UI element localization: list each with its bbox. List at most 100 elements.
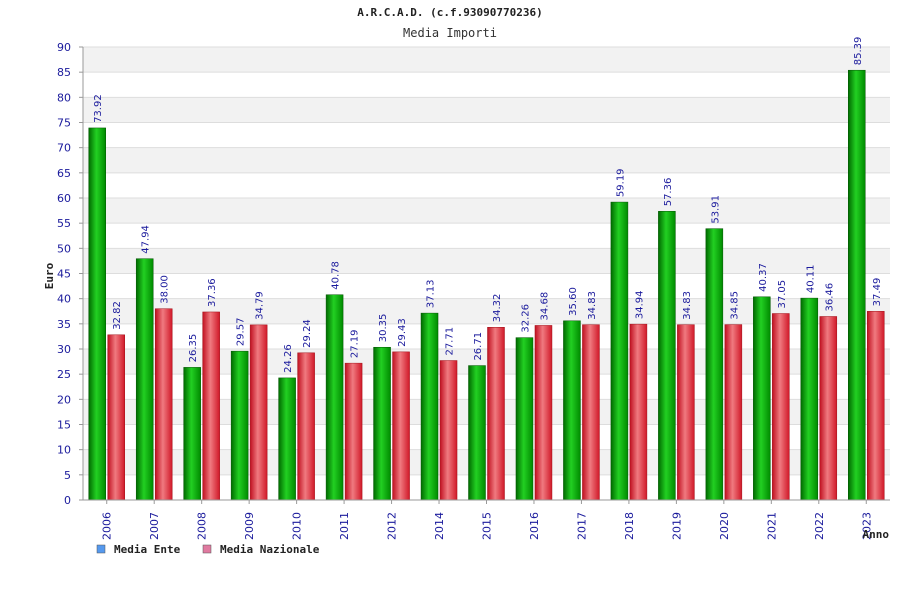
data-label: 40.11	[805, 264, 816, 293]
y-tick-label: 90	[57, 41, 71, 54]
bar-media-ente-2010	[278, 377, 296, 501]
data-label: 37.36	[207, 278, 218, 307]
data-label: 34.85	[729, 291, 740, 320]
y-tick-label: 10	[57, 444, 71, 457]
y-tick-label: 65	[57, 167, 71, 180]
y-tick-label: 20	[57, 393, 71, 406]
y-tick-label: 0	[64, 494, 71, 507]
data-label: 32.82	[112, 301, 123, 330]
bar-media-nazionale-2014	[439, 360, 458, 501]
bar-media-ente-2012	[373, 346, 391, 501]
data-label: 34.32	[492, 294, 503, 323]
bar-media-ente-2009	[230, 350, 249, 501]
x-tick-label: 2017	[575, 512, 588, 540]
data-label: 26.35	[188, 334, 199, 363]
data-label: 40.78	[331, 261, 342, 290]
bar-media-nazionale-2008	[202, 311, 220, 501]
y-tick-label: 15	[57, 419, 71, 432]
legend-label-media-nazionale: Media Nazionale	[220, 543, 320, 556]
x-tick-label: 2019	[670, 512, 683, 540]
legend-swatch-media-ente	[96, 544, 106, 554]
bar-media-nazionale-2007	[154, 308, 173, 501]
bar-media-nazionale-2017	[582, 324, 600, 501]
legend-label-media-ente: Media Ente	[114, 543, 181, 556]
bar-media-ente-2022	[800, 297, 819, 501]
bar-media-ente-2018	[610, 201, 629, 501]
bar-media-nazionale-2011	[344, 362, 363, 501]
data-label: 37.05	[777, 280, 788, 309]
grid-band	[83, 97, 890, 123]
x-tick-label: 2008	[196, 512, 209, 540]
bar-media-ente-2016	[515, 337, 534, 501]
bar-media-nazionale-2021	[772, 313, 790, 501]
data-label: 30.35	[378, 314, 389, 343]
bar-media-nazionale-2006	[107, 334, 125, 501]
x-tick-label: 2023	[860, 512, 873, 540]
y-tick-label: 50	[57, 242, 71, 255]
data-label: 34.83	[587, 291, 598, 320]
bar-media-ente-2023	[848, 69, 866, 501]
data-label: 34.79	[255, 291, 266, 320]
bar-media-ente-2017	[563, 320, 581, 501]
y-tick-label: 55	[57, 217, 71, 230]
data-label: 35.60	[568, 287, 579, 316]
data-label: 85.39	[853, 37, 864, 66]
x-tick-label: 2010	[291, 512, 304, 540]
data-label: 59.19	[615, 168, 626, 197]
bar-media-nazionale-2022	[819, 316, 838, 501]
grid-band	[83, 47, 890, 73]
data-label: 37.13	[426, 279, 437, 308]
data-label: 24.26	[283, 344, 294, 373]
data-label: 29.43	[397, 318, 408, 347]
data-label: 36.46	[824, 283, 835, 312]
grid-band	[83, 147, 890, 173]
data-label: 29.24	[302, 319, 313, 348]
x-axis-label: Anno	[863, 528, 890, 541]
data-label: 40.37	[758, 263, 769, 292]
bar-media-ente-2019	[658, 211, 676, 501]
x-tick-label: 2020	[718, 512, 731, 540]
legend: Media Ente Media Nazionale	[96, 543, 320, 556]
bar-media-nazionale-2023	[867, 311, 885, 501]
y-tick-label: 30	[57, 343, 71, 356]
y-tick-label: 5	[64, 469, 71, 482]
data-label: 47.94	[141, 225, 152, 254]
x-tick-label: 2012	[386, 512, 399, 540]
y-axis-label: Euro	[43, 262, 56, 289]
grid-band	[83, 198, 890, 224]
bar-media-nazionale-2020	[724, 324, 743, 501]
data-label: 34.68	[539, 292, 550, 321]
x-tick-label: 2018	[623, 512, 636, 540]
data-label: 37.49	[872, 278, 883, 307]
x-axis-ticks: 2006 2007 2008 2009 2010 2011 2012 2014 2015 2016…	[101, 500, 873, 540]
data-label: 73.92	[93, 94, 104, 123]
data-label: 27.19	[350, 330, 361, 359]
y-tick-label: 80	[57, 91, 71, 104]
x-tick-label: 2014	[433, 512, 446, 540]
data-label: 38.00	[160, 275, 171, 304]
y-tick-label: 45	[57, 268, 71, 281]
chart-subtitle: Media Importi	[403, 26, 497, 40]
x-tick-label: 2007	[148, 512, 161, 540]
x-tick-label: 2011	[338, 512, 351, 540]
data-label: 53.91	[710, 195, 721, 224]
y-tick-label: 25	[57, 368, 71, 381]
bar-media-nazionale-2015	[487, 327, 505, 501]
bar-media-ente-2021	[753, 296, 771, 501]
grid-band	[83, 248, 890, 274]
bar-media-nazionale-2019	[677, 324, 695, 501]
x-tick-label: 2016	[528, 512, 541, 540]
data-label: 34.94	[634, 290, 645, 319]
bar-media-ente-2020	[705, 228, 724, 501]
y-tick-label: 85	[57, 66, 71, 79]
bar-media-ente-2007	[135, 258, 154, 501]
legend-swatch-media-nazionale	[202, 544, 212, 554]
bar-media-nazionale-2018	[629, 323, 648, 501]
chart-title: A.R.C.A.D. (c.f.93090770236)	[357, 6, 542, 19]
data-label: 29.57	[236, 318, 247, 347]
x-tick-label: 2009	[243, 512, 256, 540]
bar-media-ente-2015	[468, 365, 486, 501]
bar-media-ente-2008	[183, 367, 201, 501]
bar-media-nazionale-2012	[392, 351, 410, 501]
bar-media-nazionale-2016	[534, 325, 553, 501]
